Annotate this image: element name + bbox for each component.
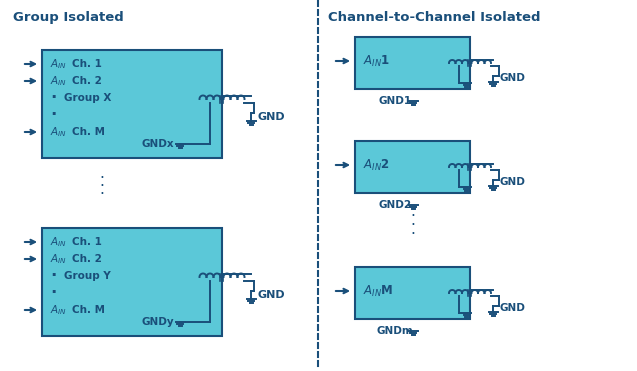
Text: ·: ·: [50, 89, 57, 107]
Text: GND2: GND2: [378, 200, 412, 210]
Bar: [42, 50, 222, 158]
Text: $A_{IN}$: $A_{IN}$: [50, 235, 67, 249]
Text: GND: GND: [499, 303, 526, 313]
Text: Ch. M: Ch. M: [72, 127, 105, 137]
Text: $A_{IN}$2: $A_{IN}$2: [363, 157, 390, 173]
Text: $A_{IN}$: $A_{IN}$: [50, 74, 67, 88]
Text: Ch. 2: Ch. 2: [72, 76, 102, 86]
Text: GNDx: GNDx: [142, 139, 175, 149]
Text: ·: ·: [50, 106, 57, 124]
Text: $A_{IN}$M: $A_{IN}$M: [363, 283, 393, 299]
Text: Group Y: Group Y: [64, 271, 111, 281]
Text: ·: ·: [50, 284, 57, 302]
Text: Ch. M: Ch. M: [72, 305, 105, 315]
Text: Group Isolated: Group Isolated: [13, 11, 124, 24]
Text: GND: GND: [499, 73, 526, 83]
Text: ·: ·: [99, 178, 104, 194]
Text: GNDm: GNDm: [377, 326, 413, 336]
Text: $A_{IN}$: $A_{IN}$: [50, 125, 67, 139]
Text: GND: GND: [499, 177, 526, 187]
Text: GNDy: GNDy: [142, 317, 175, 327]
Bar: [355, 37, 470, 89]
Bar: [42, 228, 222, 336]
Text: ·: ·: [410, 217, 415, 233]
Text: GND: GND: [257, 289, 285, 299]
Text: $A_{IN}$1: $A_{IN}$1: [363, 53, 390, 69]
Text: $A_{IN}$: $A_{IN}$: [50, 303, 67, 317]
Text: Group X: Group X: [64, 93, 111, 103]
Text: ·: ·: [99, 187, 104, 201]
Bar: [355, 141, 470, 193]
Text: $A_{IN}$: $A_{IN}$: [50, 252, 67, 266]
Text: GND: GND: [257, 112, 285, 121]
Text: Ch. 1: Ch. 1: [72, 237, 102, 247]
Text: Ch. 2: Ch. 2: [72, 254, 102, 264]
Text: ·: ·: [410, 209, 415, 223]
Text: ·: ·: [410, 227, 415, 242]
Text: $A_{IN}$: $A_{IN}$: [50, 57, 67, 71]
Text: GND1: GND1: [378, 96, 412, 106]
Text: Ch. 1: Ch. 1: [72, 59, 102, 69]
Text: ·: ·: [50, 267, 57, 285]
Text: ·: ·: [99, 171, 104, 186]
Text: Channel-to-Channel Isolated: Channel-to-Channel Isolated: [328, 11, 541, 24]
Bar: [355, 267, 470, 319]
